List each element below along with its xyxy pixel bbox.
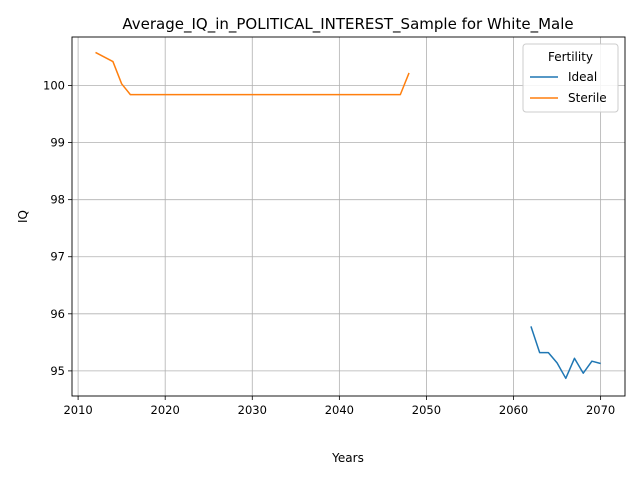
legend-box: [522, 43, 619, 113]
series-line-sterile: [95, 51, 410, 96]
y-axis-ticks: 95 96 97 98 99 100: [43, 79, 72, 378]
y-tick-label: 100: [43, 79, 65, 93]
x-tick-label: 2070: [586, 403, 615, 417]
x-tick-label: 2010: [63, 403, 92, 417]
y-tick-label: 96: [50, 307, 65, 321]
x-tick-label: 2030: [238, 403, 267, 417]
x-tick-label: 2020: [151, 403, 180, 417]
x-tick-label: 2050: [412, 403, 441, 417]
y-tick-label: 97: [50, 250, 65, 264]
legend-title: Fertility: [548, 50, 593, 64]
x-tick-label: 2040: [325, 403, 354, 417]
x-axis-ticks: 2010 2020 2030 2040 2050 2060 2070: [63, 396, 615, 417]
legend-label-sterile: Sterile: [568, 91, 607, 105]
y-tick-label: 98: [50, 193, 65, 207]
y-tick-label: 99: [50, 136, 65, 150]
y-tick-label: 95: [50, 364, 65, 378]
legend: Fertility Ideal Sterile: [522, 43, 619, 113]
legend-label-ideal: Ideal: [568, 70, 597, 84]
x-axis-label: Years: [331, 451, 364, 465]
series-line-ideal: [530, 326, 601, 380]
x-tick-label: 2060: [499, 403, 528, 417]
series-layer: [95, 51, 601, 380]
chart-title: Average_IQ_in_POLITICAL_INTEREST_Sample …: [122, 15, 573, 34]
plot-frame: [71, 36, 626, 397]
y-axis-label: IQ: [16, 210, 30, 223]
